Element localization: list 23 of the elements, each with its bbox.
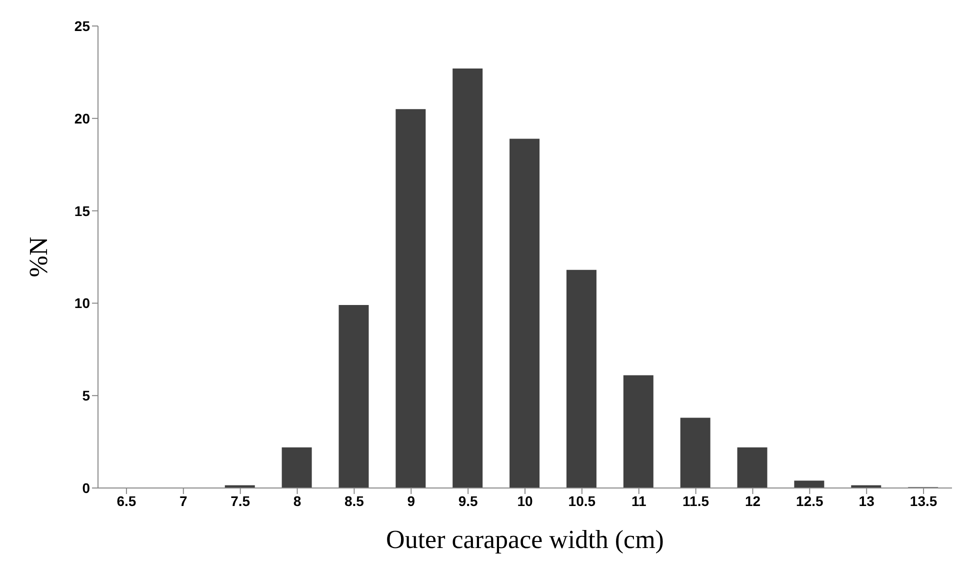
y-tick-label: 20 <box>74 110 90 126</box>
y-tick-label: 0 <box>82 480 90 496</box>
x-tick-label: 12.5 <box>796 492 824 509</box>
y-tick-label: 15 <box>74 202 90 219</box>
x-tick-label: 7 <box>180 492 188 509</box>
x-tick-label: 13.5 <box>910 492 938 509</box>
y-tick-label: 10 <box>74 295 90 312</box>
x-tick-label: 6.5 <box>116 492 136 509</box>
x-tick-label: 8.5 <box>344 492 364 509</box>
x-tick-label: 11.5 <box>682 492 710 509</box>
x-tick-label: 13 <box>858 492 875 509</box>
x-tick-label: 9 <box>407 492 416 509</box>
y-tick-label: 5 <box>82 388 90 404</box>
y-tick-label: 25 <box>74 18 90 34</box>
x-tick-label: 9.5 <box>458 492 478 509</box>
x-tick-label: 7.5 <box>230 492 250 509</box>
x-tick-label: 11 <box>631 492 646 509</box>
x-axis-title: Outer carapace width (cm) <box>386 525 664 554</box>
y-axis-title: %N <box>24 236 54 278</box>
x-tick-label: 8 <box>293 492 302 509</box>
x-tick-label: 10 <box>517 492 533 509</box>
x-tick-label: 12 <box>744 492 761 509</box>
x-tick-label: 10.5 <box>568 492 596 509</box>
